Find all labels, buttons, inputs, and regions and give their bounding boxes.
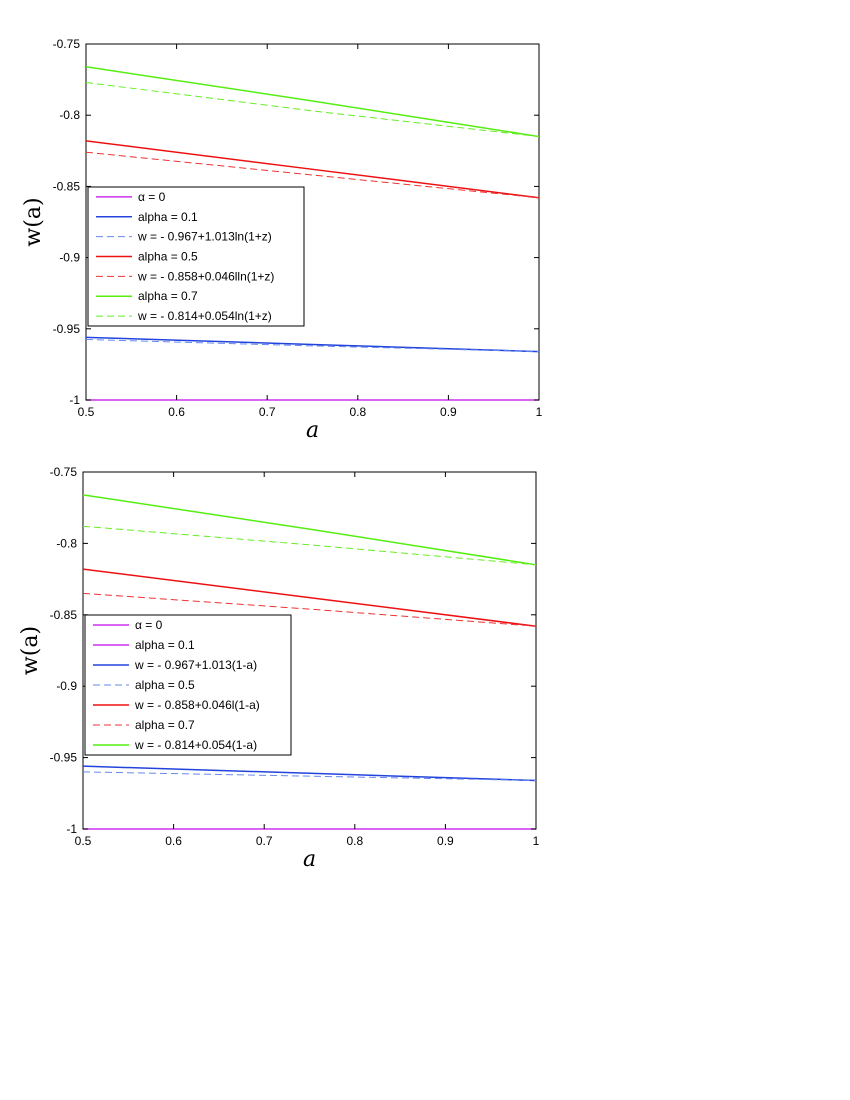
x-tick-label: 0.5 bbox=[78, 405, 95, 419]
series-line-6 bbox=[82, 494, 537, 566]
series-line-7 bbox=[85, 81, 540, 138]
x-axis-label: a bbox=[303, 847, 316, 872]
series-line-6 bbox=[85, 66, 540, 138]
y-tick-label: -0.75 bbox=[53, 37, 81, 51]
legend: α = 0 alpha = 0.1 w = - 0.967+1.013(1-a) al… bbox=[84, 614, 292, 756]
legend-label: w = - 0.858+0.046lln(1+z) bbox=[137, 269, 274, 283]
legend-label: alpha = 0.7 bbox=[135, 718, 195, 732]
y-tick-label: -0.9 bbox=[56, 679, 77, 693]
series-line-5 bbox=[82, 592, 537, 627]
y-tick-label: -0.75 bbox=[50, 465, 78, 479]
legend-label: alpha = 0.5 bbox=[135, 678, 195, 692]
x-tick-label: 0.7 bbox=[259, 405, 276, 419]
y-axis-label: w(a) bbox=[18, 626, 43, 675]
series-line-5 bbox=[85, 151, 540, 199]
x-tick-label: 0.5 bbox=[75, 834, 92, 848]
y-tick-label: -0.85 bbox=[50, 608, 78, 622]
y-tick-label: -0.8 bbox=[59, 108, 80, 122]
legend-box bbox=[87, 186, 305, 327]
y-tick-label: -0.8 bbox=[56, 536, 77, 550]
legend-label: α = 0 bbox=[135, 618, 163, 632]
series-line-7 bbox=[82, 525, 537, 566]
x-tick-label: 1 bbox=[533, 834, 540, 848]
legend-label: alpha = 0.1 bbox=[138, 210, 198, 224]
y-tick-label: -0.95 bbox=[50, 751, 78, 765]
legend-label: w = - 0.967+1.013(1-a) bbox=[134, 658, 257, 672]
series-line-4 bbox=[82, 568, 537, 627]
series-line-2 bbox=[82, 765, 537, 782]
series-line-3 bbox=[82, 771, 537, 781]
y-axis-label: w(a) bbox=[21, 197, 46, 246]
y-tick-label: -1 bbox=[69, 393, 80, 407]
x-tick-label: 0.7 bbox=[256, 834, 273, 848]
legend-label: alpha = 0.1 bbox=[135, 638, 195, 652]
x-tick-label: 0.8 bbox=[346, 834, 363, 848]
x-tick-label: 0.6 bbox=[165, 834, 182, 848]
y-tick-label: -0.95 bbox=[53, 322, 81, 336]
y-tick-label: -0.9 bbox=[59, 251, 80, 265]
legend-label: w = - 0.814+0.054ln(1+z) bbox=[137, 309, 272, 323]
x-tick-label: 0.8 bbox=[349, 405, 366, 419]
x-tick-label: 0.6 bbox=[168, 405, 185, 419]
x-tick-label: 0.9 bbox=[437, 834, 454, 848]
y-tick-label: -0.85 bbox=[53, 179, 81, 193]
y-tick-label: -1 bbox=[66, 822, 77, 836]
legend-label: alpha = 0.5 bbox=[138, 250, 198, 264]
chart-1: 0.5 0.6 0.7 0.8 0.9 1 -0.75 -0.8 -0.85 -0.9 -0.95 -… bbox=[21, 37, 543, 443]
series-line-3 bbox=[85, 338, 540, 353]
x-axis-label: a bbox=[306, 418, 319, 443]
series-line-4 bbox=[85, 140, 540, 199]
chart-2: 0.5 0.6 0.7 0.8 0.9 1 -0.75 -0.8 -0.85 -0.9 -0.95 -… bbox=[18, 465, 540, 872]
x-tick-label: 1 bbox=[536, 405, 543, 419]
legend-label: α = 0 bbox=[138, 190, 166, 204]
legend-label: w = - 0.858+0.046l(1-a) bbox=[134, 698, 260, 712]
legend: α = 0 alpha = 0.1 w = - 0.967+1.013ln(1+z)… bbox=[87, 186, 305, 327]
x-tick-label: 0.9 bbox=[440, 405, 457, 419]
legend-label: w = - 0.967+1.013ln(1+z) bbox=[137, 230, 272, 244]
legend-label: alpha = 0.7 bbox=[138, 289, 198, 303]
legend-label: w = - 0.814+0.054(1-a) bbox=[134, 738, 257, 752]
